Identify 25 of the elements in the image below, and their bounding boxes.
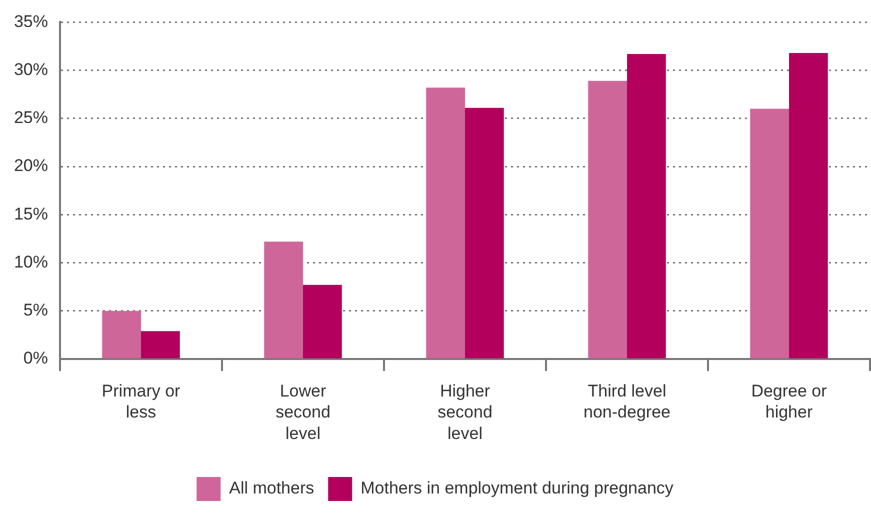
x-tick-label: Higher second level bbox=[438, 381, 492, 443]
bar bbox=[588, 80, 627, 358]
x-tick-label: Primary or less bbox=[102, 381, 181, 422]
legend-label: Mothers in employment during pregnancy bbox=[360, 478, 674, 498]
bar bbox=[789, 52, 828, 358]
bar bbox=[426, 88, 465, 358]
bar bbox=[264, 242, 303, 358]
legend-label: All mothers bbox=[229, 478, 314, 498]
y-tick-label: 5% bbox=[23, 300, 48, 320]
bar bbox=[465, 108, 504, 358]
y-tick-label: 15% bbox=[14, 204, 48, 224]
bar bbox=[750, 108, 789, 358]
x-tick-label: Degree or higher bbox=[751, 381, 828, 422]
x-tick-label: Lower second level bbox=[276, 381, 330, 443]
y-tick-label: 30% bbox=[14, 60, 48, 79]
y-tick-label: 0% bbox=[23, 348, 48, 368]
x-tick-label: Third level non-degree bbox=[584, 381, 670, 422]
y-tick-label: 10% bbox=[14, 252, 48, 272]
bar bbox=[627, 54, 666, 358]
y-tick-label: 25% bbox=[14, 108, 48, 128]
y-tick-label: 20% bbox=[14, 156, 48, 176]
y-tick-label: 35% bbox=[14, 12, 48, 31]
bar bbox=[102, 310, 141, 358]
bar bbox=[141, 331, 180, 358]
bar bbox=[303, 284, 342, 358]
